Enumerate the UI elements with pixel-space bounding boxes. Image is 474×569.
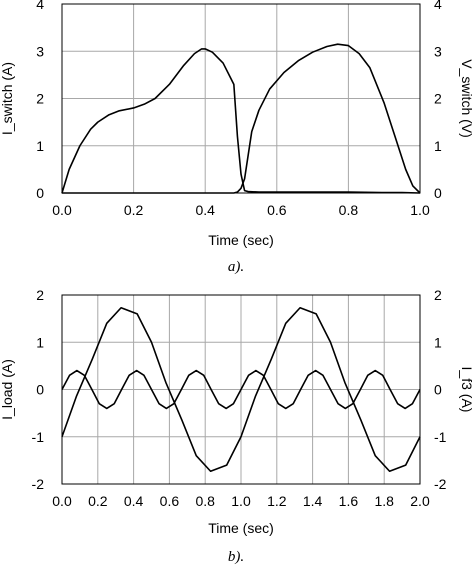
chart-2: 0.0 0.2 0.4 0.6 0.8 1.0 1.2 1.4 1.6 1.8 2.0 2 1 0 -1 -2…	[0, 287, 474, 565]
y-tick-label-left: 1	[36, 334, 44, 350]
y-tick-label-right: 2	[434, 91, 442, 107]
x-tick-label: 0.6	[267, 202, 287, 218]
y-tick-label-right: 1	[434, 138, 442, 154]
y-tick-label-left: 4	[36, 0, 44, 12]
y-tick-label-right: 4	[434, 0, 442, 12]
y-tick-label-left: 2	[36, 287, 44, 303]
x-tick-label: 2.0	[410, 493, 430, 509]
y-tick-label-left: 2	[36, 91, 44, 107]
y-tick-label-right: -2	[434, 476, 447, 492]
y-axis-label-right: V_switch (V)	[459, 59, 474, 138]
y-axis-label-left: I_switch (A)	[0, 62, 15, 135]
series-line-1	[61, 48, 421, 194]
y-tick-label-right: 3	[434, 43, 442, 59]
x-tick-label: 1.2	[267, 493, 287, 509]
plot-frame	[61, 3, 421, 194]
x-tick-label: 1.0	[231, 493, 251, 509]
series-line-1	[61, 306, 421, 473]
series-line-2	[62, 43, 421, 194]
chart-caption: a).	[228, 259, 244, 275]
y-tick-label-right: 0	[434, 185, 442, 201]
x-tick-label: 0.0	[52, 202, 72, 218]
y-tick-label-left: -1	[32, 429, 45, 445]
series-line-2	[61, 369, 421, 410]
x-tick-label: 1.0	[410, 202, 430, 218]
y-axis-label-right: I_f3 (A)	[459, 367, 474, 413]
chart-caption: b).	[228, 549, 244, 565]
y-tick-label-left: 1	[36, 138, 44, 154]
x-tick-label: 1.4	[303, 493, 323, 509]
y-tick-label-left: -2	[32, 476, 45, 492]
x-tick-label: 0.6	[160, 493, 180, 509]
x-tick-label: 0.0	[52, 493, 72, 509]
x-tick-label: 0.2	[88, 493, 108, 509]
y-tick-label-right: 0	[434, 382, 442, 398]
x-tick-label: 0.8	[339, 202, 359, 218]
y-tick-label-right: 1	[434, 334, 442, 350]
x-tick-label: 0.4	[124, 493, 144, 509]
y-tick-label-left: 0	[36, 185, 44, 201]
y-axis-label-left: I_load (A)	[0, 359, 15, 420]
y-tick-label-left: 3	[36, 43, 44, 59]
y-tick-label-left: 0	[36, 382, 44, 398]
x-tick-label: 0.8	[195, 493, 215, 509]
y-tick-label-right: 2	[434, 287, 442, 303]
y-tick-label-right: -1	[434, 429, 447, 445]
x-tick-label: 0.4	[195, 202, 215, 218]
x-tick-label: 1.8	[374, 493, 394, 509]
x-axis-label: Time (sec)	[208, 232, 274, 248]
x-tick-label: 1.6	[339, 493, 359, 509]
x-axis-label: Time (sec)	[208, 520, 274, 536]
x-tick-label: 0.2	[124, 202, 144, 218]
